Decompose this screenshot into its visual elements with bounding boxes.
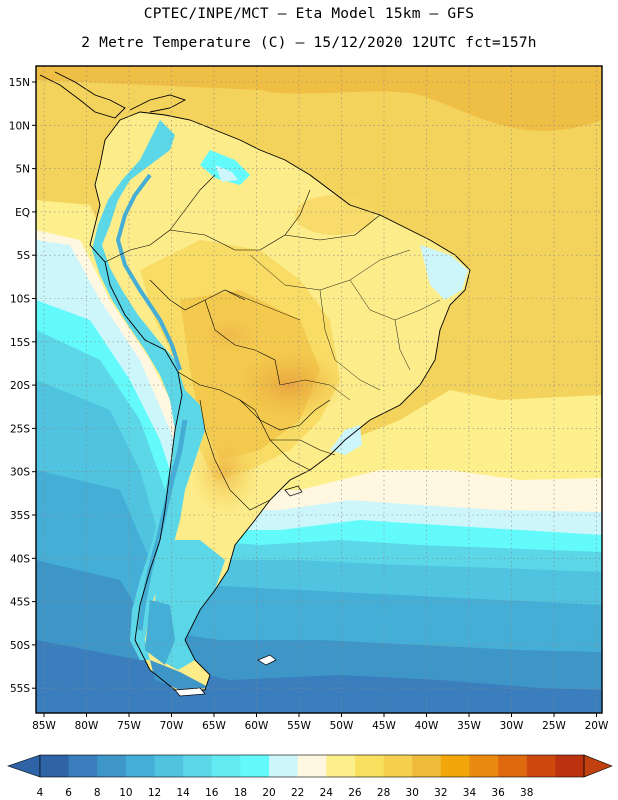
lat-tick-label: 45S <box>10 597 30 609</box>
colorbar-swatch <box>440 755 470 777</box>
lon-tick-label: 60W <box>245 720 269 732</box>
temperature-colorbar: 4 6 8 10 12 14 16 18 20 22 24 26 28 30 32 34 36 38 <box>7 754 613 799</box>
lat-tick-label: EQ <box>15 207 30 219</box>
colorbar-label: 16 <box>205 787 219 799</box>
lon-tick-label: 35W <box>457 720 481 732</box>
lat-tick-label: 35S <box>10 510 30 522</box>
colorbar-label: 18 <box>234 787 247 799</box>
lon-tick-label: 50W <box>330 720 354 732</box>
colorbar-swatch <box>269 755 299 777</box>
colorbar-swatch <box>412 755 442 777</box>
colorbar-label: 4 <box>37 787 44 799</box>
colorbar-swatch <box>97 755 127 777</box>
map-frame <box>35 65 603 714</box>
lon-tick-label: 85W <box>32 720 56 732</box>
lon-tick-label: 30W <box>500 720 524 732</box>
lat-tick-label: 15N <box>9 77 30 89</box>
andes-cool-belt <box>92 120 205 660</box>
colorbar-swatch <box>469 755 499 777</box>
colorbar-swatch <box>297 755 327 777</box>
colorbar-label: 24 <box>320 787 334 799</box>
lat-tick-label: 55S <box>10 683 30 695</box>
colorbar-label: 8 <box>94 787 101 799</box>
lon-tick-label: 80W <box>75 720 99 732</box>
colorbar-swatch <box>498 755 528 777</box>
colorbar-swatch <box>125 755 155 777</box>
lat-tick-label: 15S <box>10 337 30 349</box>
colorbar-label: 34 <box>463 787 477 799</box>
lat-tick-label: 10S <box>10 294 30 306</box>
temperature-field <box>36 66 602 713</box>
latitude-tick-labels: 15N 10N 5N EQ 5S 10S 15S 20S 25S 30S 35S 40S 45S 50S 5… <box>9 77 31 695</box>
colorbar-label: 6 <box>65 787 72 799</box>
map-title-line-2: 2 Metre Temperature (C) – 15/12/2020 12U… <box>81 35 537 51</box>
state-borders <box>224 249 441 401</box>
colorbar-label: 22 <box>291 787 304 799</box>
lat-tick-label: 40S <box>10 553 30 565</box>
longitude-tick-labels: 85W 80W 75W 70W 65W 60W 55W 50W 45W 40W 35W 30W 25W 2… <box>32 720 609 732</box>
colorbar-swatch <box>183 755 213 777</box>
colorbar-label: 14 <box>176 787 190 799</box>
colorbar-swatch <box>68 755 98 777</box>
lon-tick-label: 25W <box>542 720 566 732</box>
islands <box>174 485 303 697</box>
lon-tick-label: 70W <box>160 720 184 732</box>
lon-tick-label: 65W <box>202 720 226 732</box>
lat-tick-label: 25S <box>10 423 30 435</box>
lat-tick-label: 5N <box>15 164 30 176</box>
colorbar-swatch <box>526 755 556 777</box>
lon-tick-label: 55W <box>287 720 311 732</box>
colorbar-label: 32 <box>434 787 447 799</box>
lat-tick-label: 20S <box>10 380 30 392</box>
colorbar-swatch <box>40 755 70 777</box>
map-title-line-1: CPTEC/INPE/MCT – Eta Model 15km – GFS <box>143 6 475 22</box>
colorbar-label: 26 <box>348 787 362 799</box>
colorbar-swatch <box>211 755 241 777</box>
lat-tick-label: 50S <box>10 640 30 652</box>
lon-tick-label: 40W <box>415 720 439 732</box>
lat-tick-label: 30S <box>10 467 30 479</box>
colorbar-swatch <box>240 755 270 777</box>
colorbar-over-arrow <box>583 754 613 778</box>
lat-tick-label: 10N <box>9 120 30 132</box>
colorbar-label: 36 <box>491 787 505 799</box>
lat-tick-label: 5S <box>17 250 31 262</box>
lon-tick-label: 75W <box>117 720 141 732</box>
colorbar-label: 38 <box>520 787 533 799</box>
colorbar-label: 30 <box>406 787 419 799</box>
lon-tick-label: 45W <box>372 720 396 732</box>
colorbar-label: 20 <box>262 787 275 799</box>
lon-tick-label: 20W <box>585 720 609 732</box>
colorbar-swatch <box>555 755 585 777</box>
colorbar-swatch <box>383 755 413 777</box>
colorbar-swatch <box>326 755 356 777</box>
colorbar-label: 10 <box>119 787 132 799</box>
colorbar-label: 28 <box>377 787 390 799</box>
colorbar-swatch <box>354 755 384 777</box>
colorbar-label: 12 <box>148 787 161 799</box>
country-borders <box>104 174 381 511</box>
colorbar-swatch <box>154 755 184 777</box>
colorbar-under-arrow <box>7 754 41 778</box>
